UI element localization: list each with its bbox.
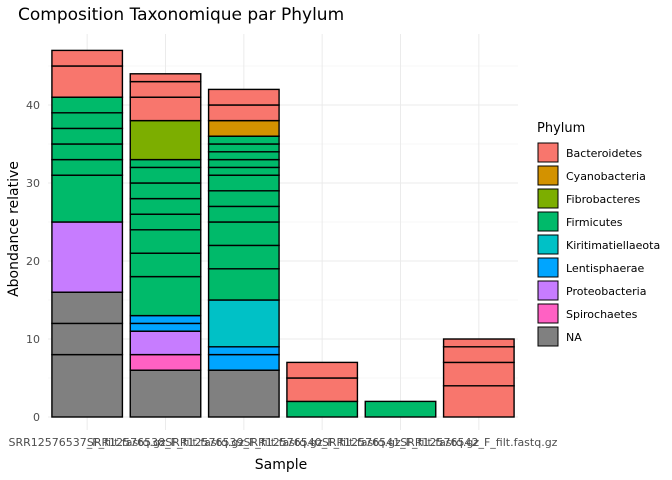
bar-segment bbox=[286, 361, 359, 379]
bar-segment bbox=[129, 229, 202, 254]
bar-segment bbox=[129, 322, 202, 332]
bar-segment bbox=[207, 268, 280, 301]
bar-segment bbox=[51, 143, 124, 161]
bar-segment bbox=[129, 369, 202, 418]
legend-label: NA bbox=[566, 331, 582, 344]
legend-key bbox=[537, 211, 559, 232]
legend: Bacteroidetes Cyanobacteria Fibrobacteres F… bbox=[537, 142, 660, 347]
bar-segment bbox=[129, 158, 202, 169]
x-tick-label: SRR12576542_F_filt.fastq.gz bbox=[400, 436, 557, 449]
bar-segment bbox=[442, 346, 515, 364]
legend-key bbox=[537, 257, 559, 278]
bar-segment bbox=[207, 299, 280, 348]
bars-layer bbox=[51, 49, 515, 418]
y-tick-label: 10 bbox=[26, 333, 40, 346]
bar-segment bbox=[51, 322, 124, 356]
bar-segment bbox=[51, 127, 124, 145]
y-axis-ticks: 0 10 20 30 40 bbox=[26, 99, 40, 424]
legend-label: Fibrobacteres bbox=[566, 193, 640, 206]
legend-title: Phylum bbox=[537, 121, 585, 136]
bar-segment bbox=[364, 400, 437, 418]
bar-segment bbox=[129, 353, 202, 371]
bar-segment bbox=[207, 135, 280, 145]
x-tick-label: SRR12576538_F_filt.fastq.gz bbox=[87, 436, 244, 449]
legend-key bbox=[537, 142, 559, 163]
bar-segment bbox=[129, 73, 202, 83]
bar-segment bbox=[51, 158, 124, 176]
x-tick-label: SRR12576537_F_filt.fastq.gz bbox=[9, 436, 166, 449]
bar-segment bbox=[207, 353, 280, 371]
bar-segment bbox=[129, 252, 202, 278]
bar-segment bbox=[51, 49, 124, 67]
x-tick-label: SRR12576540_F_filt.fastq.gz bbox=[244, 436, 401, 449]
y-tick-label: 20 bbox=[26, 255, 40, 268]
bar-segment bbox=[207, 151, 280, 161]
bar-segment bbox=[207, 244, 280, 270]
bar-stack bbox=[129, 73, 202, 418]
bar-segment bbox=[207, 119, 280, 137]
bar-segment bbox=[207, 346, 280, 356]
bar-segment bbox=[207, 174, 280, 192]
y-tick-label: 30 bbox=[26, 177, 40, 190]
legend-label: Spirochaetes bbox=[566, 308, 638, 321]
bar-segment bbox=[207, 104, 280, 122]
bar-segment bbox=[129, 96, 202, 122]
bar-segment bbox=[286, 377, 359, 403]
bar-segment bbox=[51, 174, 124, 223]
bar-segment bbox=[207, 88, 280, 106]
bar-segment bbox=[129, 80, 202, 98]
bar-segment bbox=[442, 385, 515, 418]
bar-segment bbox=[129, 197, 202, 215]
y-axis-title: Abondance relative bbox=[6, 161, 22, 297]
x-axis-ticks: SRR12576537_F_filt.fastq.gzSRR12576538_F… bbox=[9, 436, 558, 449]
bar-stack bbox=[364, 400, 437, 418]
y-tick-label: 40 bbox=[26, 99, 40, 112]
bar-segment bbox=[51, 291, 124, 325]
bar-segment bbox=[129, 330, 202, 356]
bar-stack bbox=[207, 88, 280, 418]
legend-key bbox=[537, 165, 559, 186]
bar-segment bbox=[129, 119, 202, 161]
x-axis-title: Sample bbox=[255, 457, 308, 473]
bar-segment bbox=[442, 361, 515, 387]
bar-segment bbox=[129, 182, 202, 200]
legend-key bbox=[537, 234, 559, 255]
bar-segment bbox=[207, 166, 280, 176]
legend-label: Kiritimatiellaeota bbox=[566, 239, 660, 252]
bar-segment bbox=[207, 158, 280, 169]
bar-segment bbox=[51, 112, 124, 130]
bar-segment bbox=[129, 275, 202, 317]
legend-key bbox=[537, 188, 559, 209]
bar-segment bbox=[129, 314, 202, 325]
legend-key bbox=[537, 280, 559, 301]
legend-label: Firmicutes bbox=[566, 216, 623, 229]
bar-segment bbox=[51, 96, 124, 114]
legend-label: Bacteroidetes bbox=[566, 147, 642, 160]
legend-key bbox=[537, 303, 559, 324]
bar-segment bbox=[207, 221, 280, 247]
bar-segment bbox=[129, 213, 202, 231]
x-tick-label: SRR12576541_F_filt.fastq.gz bbox=[322, 436, 479, 449]
bar-segment bbox=[207, 369, 280, 418]
bar-segment bbox=[129, 166, 202, 184]
bar-segment bbox=[207, 143, 280, 153]
bar-stack bbox=[442, 338, 515, 418]
bar-segment bbox=[51, 221, 124, 293]
legend-key bbox=[537, 326, 559, 347]
bar-segment bbox=[286, 400, 359, 418]
bar-segment bbox=[207, 190, 280, 208]
bar-segment bbox=[207, 205, 280, 223]
chart-title: Composition Taxonomique par Phylum bbox=[18, 5, 344, 25]
x-tick-label: SRR12576539_F_filt.fastq.gz bbox=[165, 436, 322, 449]
bar-segment bbox=[51, 353, 124, 418]
legend-label: Proteobacteria bbox=[566, 285, 646, 298]
y-tick-label: 0 bbox=[33, 411, 40, 424]
legend-label: Cyanobacteria bbox=[566, 170, 646, 183]
bar-segment bbox=[442, 338, 515, 348]
bar-stack bbox=[51, 49, 124, 418]
bar-segment bbox=[51, 65, 124, 98]
bar-stack bbox=[286, 361, 359, 418]
legend-label: Lentisphaerae bbox=[566, 262, 645, 275]
